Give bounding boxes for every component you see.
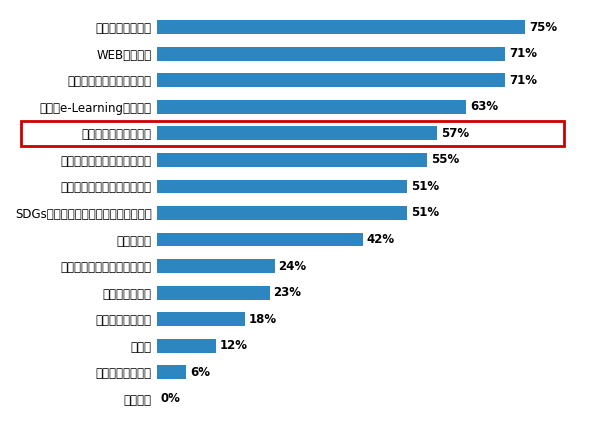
Bar [157, 339, 215, 353]
Bar [157, 47, 505, 60]
Bar [157, 366, 186, 379]
Text: 75%: 75% [529, 20, 557, 34]
Text: 42%: 42% [367, 233, 395, 246]
Bar [157, 286, 269, 299]
Text: 57%: 57% [440, 127, 469, 140]
Bar [157, 153, 427, 167]
Text: 71%: 71% [509, 47, 538, 60]
Bar [157, 206, 407, 220]
Text: 23%: 23% [274, 286, 302, 299]
Text: 24%: 24% [278, 259, 307, 273]
Text: 71%: 71% [509, 74, 538, 86]
Bar [157, 179, 407, 193]
Text: 6%: 6% [190, 366, 210, 379]
Bar [157, 259, 275, 273]
Text: 51%: 51% [411, 207, 439, 219]
Bar [157, 73, 505, 87]
Text: 63%: 63% [470, 100, 498, 113]
Bar [157, 20, 525, 34]
Bar [157, 100, 466, 114]
Text: 55%: 55% [431, 153, 459, 167]
Bar [157, 127, 437, 140]
Text: 0%: 0% [161, 392, 181, 406]
Bar [157, 233, 363, 247]
Text: 18%: 18% [249, 313, 277, 326]
Text: 12%: 12% [220, 340, 248, 352]
Bar [157, 312, 245, 326]
Text: 51%: 51% [411, 180, 439, 193]
